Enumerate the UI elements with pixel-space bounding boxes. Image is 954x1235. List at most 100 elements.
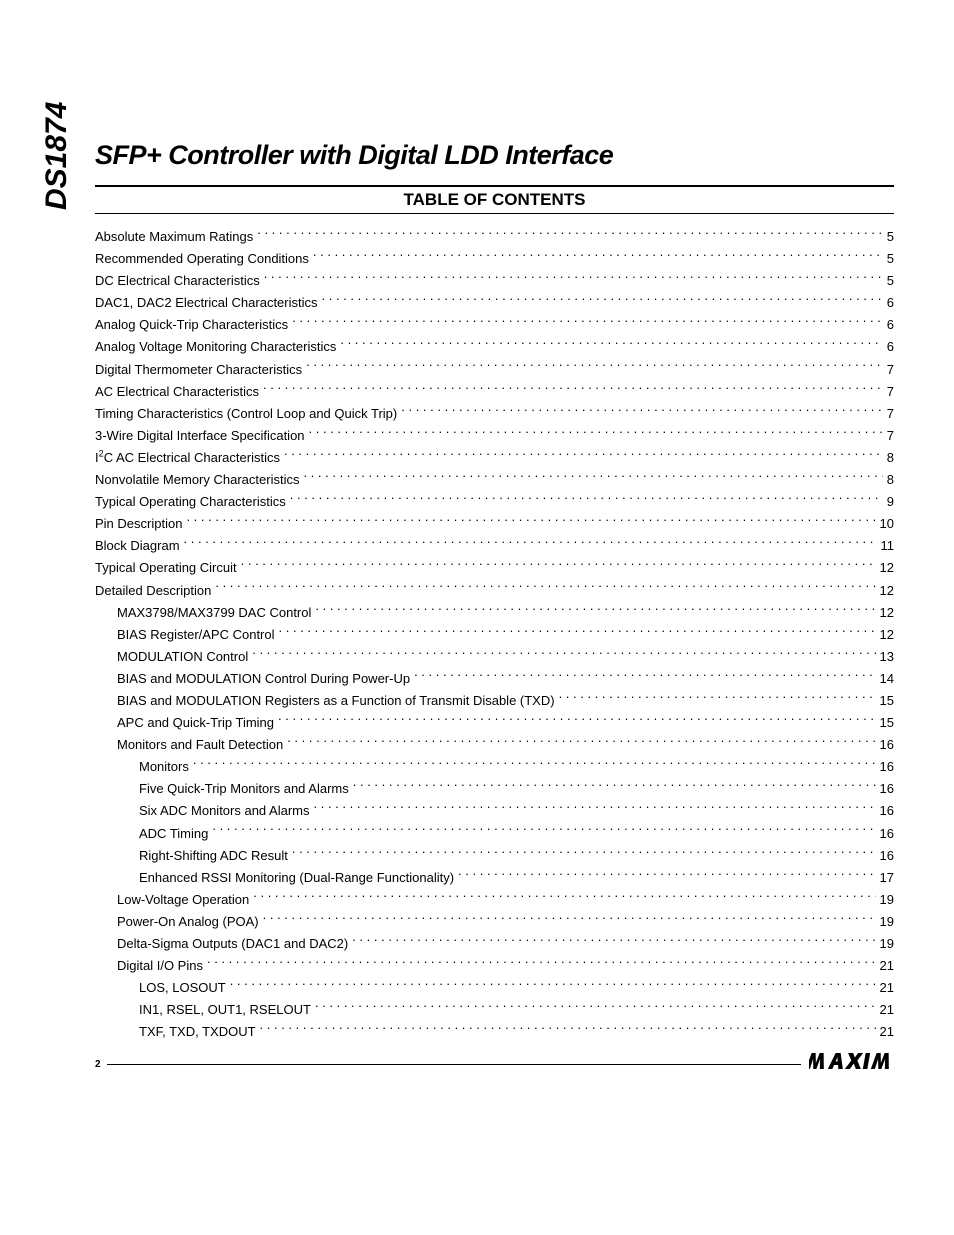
toc-entry-page: 12 (880, 557, 894, 579)
toc-entry-label: Low-Voltage Operation (117, 889, 249, 911)
toc-leader-dots (309, 427, 883, 440)
page-title: SFP+ Controller with Digital LDD Interfa… (95, 140, 894, 171)
toc-row: Monitors and Fault Detection16 (95, 734, 894, 756)
maxim-logo-icon (809, 1051, 894, 1071)
toc-row: ADC Timing16 (95, 823, 894, 845)
toc-entry-page: 6 (887, 292, 894, 314)
toc-row: BIAS and MODULATION Registers as a Funct… (95, 690, 894, 712)
toc-row: DC Electrical Characteristics5 (95, 270, 894, 292)
toc-entry-label: Absolute Maximum Ratings (95, 226, 253, 248)
toc-entry-label: Delta-Sigma Outputs (DAC1 and DAC2) (117, 933, 348, 955)
toc-entry-page: 7 (887, 381, 894, 403)
toc-entry-page: 12 (880, 580, 894, 602)
toc-entry-page: 10 (880, 513, 894, 535)
toc-row: Five Quick-Trip Monitors and Alarms 16 (95, 778, 894, 800)
toc-header-rule: TABLE OF CONTENTS (95, 185, 894, 214)
toc-entry-label: Timing Characteristics (Control Loop and… (95, 403, 397, 425)
toc-entry-page: 11 (881, 535, 895, 557)
toc-row: Six ADC Monitors and Alarms16 (95, 800, 894, 822)
toc-leader-dots (207, 957, 876, 970)
toc-leader-dots (186, 515, 875, 528)
toc-row: AC Electrical Characteristics7 (95, 381, 894, 403)
toc-entry-page: 13 (880, 646, 894, 668)
toc-entry-label: IN1, RSEL, OUT1, RSELOUT (139, 999, 311, 1021)
toc-row: BIAS and MODULATION Control During Power… (95, 668, 894, 690)
toc-entry-label: Right-Shifting ADC Result (139, 845, 288, 867)
toc-entry-label: Typical Operating Circuit (95, 557, 237, 579)
toc-entry-label: Typical Operating Characteristics (95, 491, 286, 513)
toc-entry-label: Digital I/O Pins (117, 955, 203, 977)
toc-leader-dots (263, 913, 876, 926)
toc-row: 3-Wire Digital Interface Specification7 (95, 425, 894, 447)
toc-leader-dots (353, 780, 876, 793)
toc-entry-page: 21 (880, 977, 894, 999)
toc-entry-page: 8 (887, 447, 894, 469)
toc-entry-label: Monitors (139, 756, 189, 778)
toc-entry-page: 21 (880, 1021, 894, 1043)
toc-row: Monitors 16 (95, 756, 894, 778)
toc-entry-page: 8 (887, 469, 894, 491)
toc-entry-label: APC and Quick-Trip Timing (117, 712, 274, 734)
toc-leader-dots (315, 1001, 876, 1014)
toc-entry-page: 21 (880, 999, 894, 1021)
toc-leader-dots (303, 471, 882, 484)
toc-row: IN1, RSEL, OUT1, RSELOUT 21 (95, 999, 894, 1021)
toc-leader-dots (284, 449, 883, 462)
toc-entry-label: TXF, TXD, TXDOUT (139, 1021, 256, 1043)
datasheet-page: DS1874 SFP+ Controller with Digital LDD … (0, 0, 954, 1137)
toc-entry-page: 7 (887, 403, 894, 425)
toc-entry-page: 14 (880, 668, 894, 690)
footer-page-number: 2 (95, 1059, 101, 1070)
toc-row: Recommended Operating Conditions5 (95, 248, 894, 270)
toc-leader-dots (292, 316, 883, 329)
toc-leader-dots (306, 361, 883, 374)
toc-entry-label: Analog Voltage Monitoring Characteristic… (95, 336, 336, 358)
toc-entry-label: Detailed Description (95, 580, 211, 602)
toc-leader-dots (264, 272, 883, 285)
toc-leader-dots (313, 250, 883, 263)
toc-leader-dots (287, 736, 875, 749)
toc-leader-dots (279, 626, 876, 639)
toc-row: Right-Shifting ADC Result 16 (95, 845, 894, 867)
toc-entry-page: 17 (880, 867, 894, 889)
toc-row: Detailed Description 12 (95, 580, 894, 602)
toc-entry-label: Block Diagram (95, 535, 180, 557)
toc-entry-label: Five Quick-Trip Monitors and Alarms (139, 778, 349, 800)
toc-entry-page: 7 (887, 359, 894, 381)
toc-row: Analog Voltage Monitoring Characteristic… (95, 336, 894, 358)
brand-logo (809, 1051, 894, 1077)
footer-rule (107, 1064, 801, 1065)
toc-leader-dots (241, 559, 876, 572)
toc-row: TXF, TXD, TXDOUT 21 (95, 1021, 894, 1043)
toc-row: BIAS Register/APC Control12 (95, 624, 894, 646)
toc-leader-dots (253, 891, 875, 904)
toc-entry-page: 6 (887, 336, 894, 358)
toc-entry-label: MAX3798/MAX3799 DAC Control (117, 602, 311, 624)
toc-entry-page: 7 (887, 425, 894, 447)
toc-entry-page: 5 (887, 248, 894, 270)
toc-entry-page: 16 (880, 756, 894, 778)
toc-leader-dots (340, 338, 882, 351)
toc-leader-dots (193, 758, 876, 771)
toc-leader-dots (278, 714, 876, 727)
toc-entry-label: Analog Quick-Trip Characteristics (95, 314, 288, 336)
toc-leader-dots (292, 847, 876, 860)
toc-entry-label: Nonvolatile Memory Characteristics (95, 469, 299, 491)
toc-entry-page: 15 (880, 712, 894, 734)
toc-entry-page: 16 (880, 778, 894, 800)
toc-entry-page: 9 (887, 491, 894, 513)
toc-leader-dots (257, 228, 883, 241)
toc-entry-label: BIAS and MODULATION Registers as a Funct… (117, 690, 555, 712)
toc-entry-page: 16 (880, 845, 894, 867)
toc-entry-page: 12 (880, 602, 894, 624)
toc-row: Typical Operating Characteristics 9 (95, 491, 894, 513)
toc-row: APC and Quick-Trip Timing 15 (95, 712, 894, 734)
toc-row: MAX3798/MAX3799 DAC Control 12 (95, 602, 894, 624)
toc-row: Digital Thermometer Characteristics7 (95, 359, 894, 381)
toc-entry-label: BIAS Register/APC Control (117, 624, 275, 646)
toc-entry-label: Six ADC Monitors and Alarms (139, 800, 310, 822)
toc-entry-page: 15 (880, 690, 894, 712)
toc-row: Analog Quick-Trip Characteristics6 (95, 314, 894, 336)
page-footer: 2 (95, 1051, 894, 1077)
toc-entry-page: 19 (880, 933, 894, 955)
